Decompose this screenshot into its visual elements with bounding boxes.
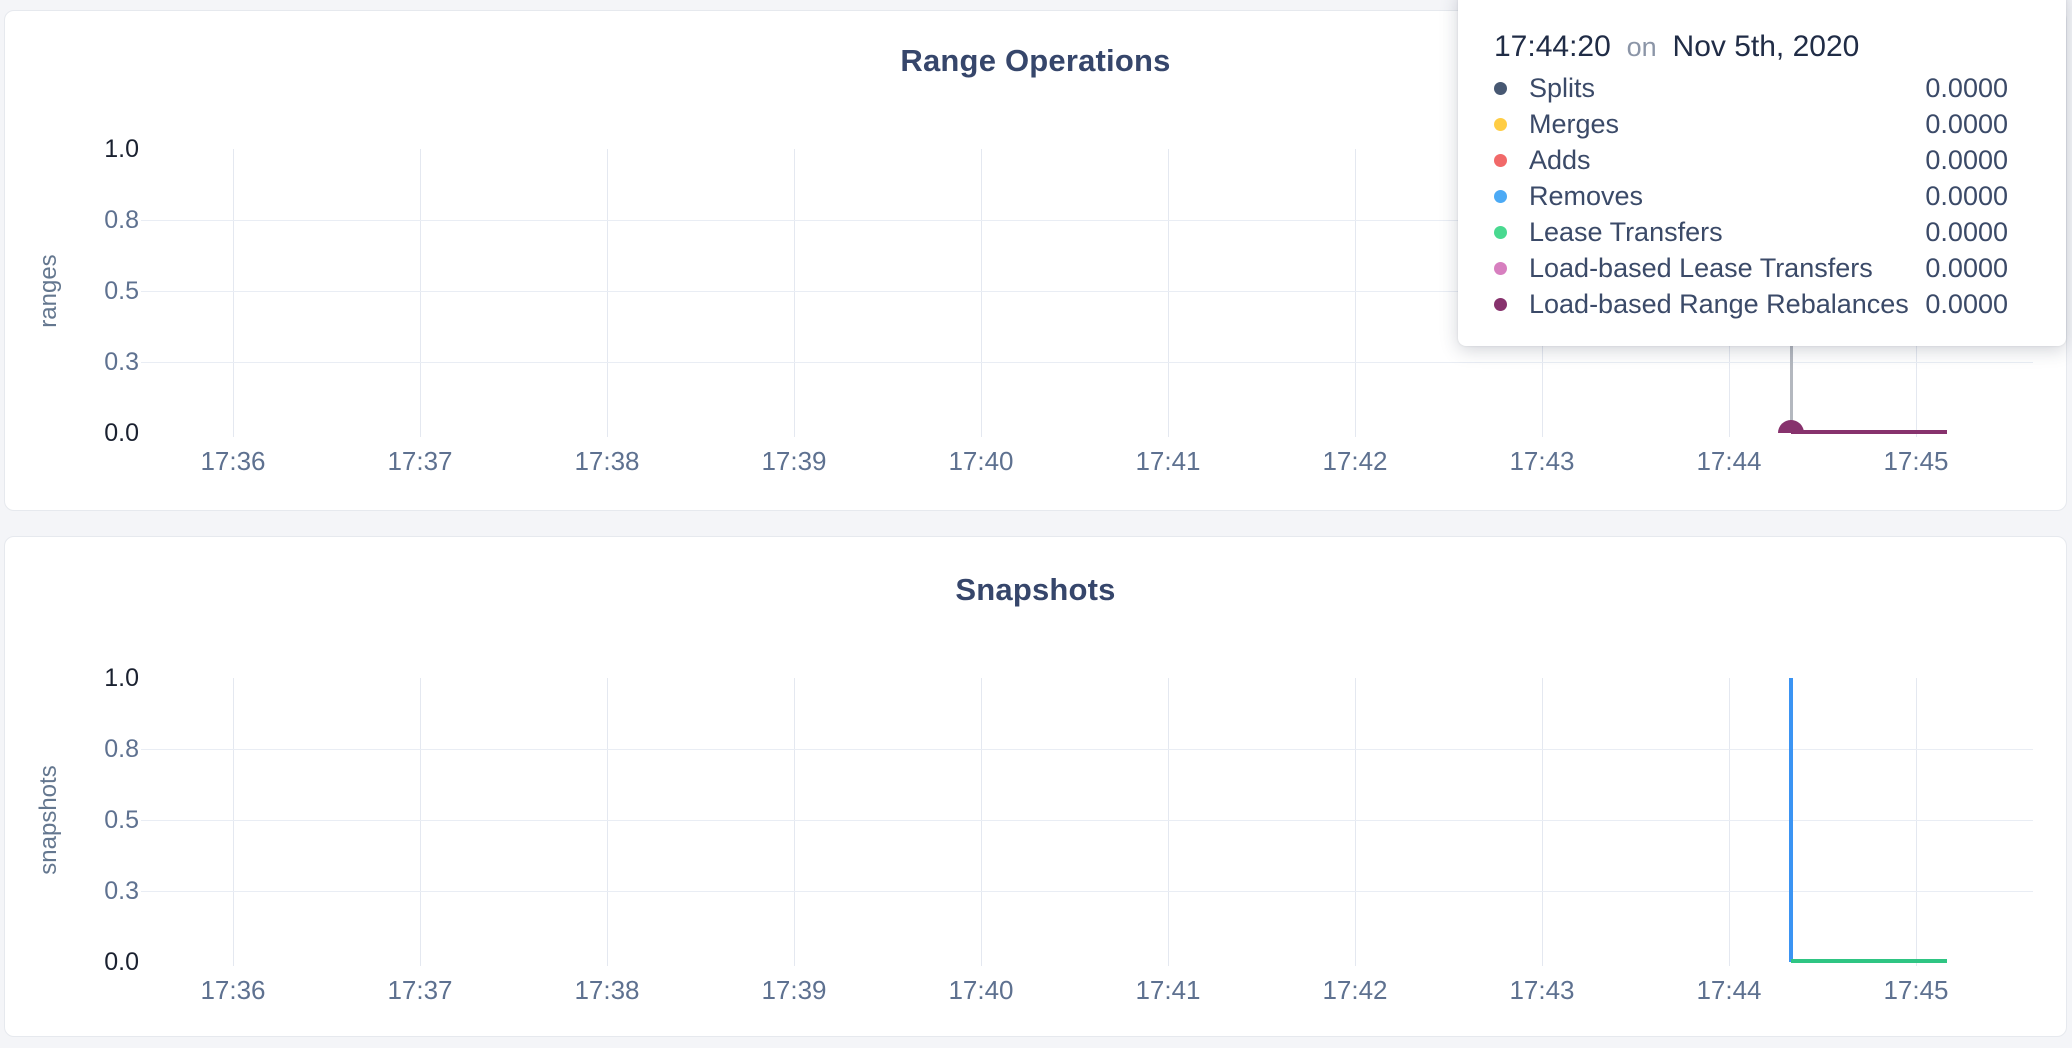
y-tick-label: 0.5 (104, 806, 139, 834)
series-line (1791, 959, 1948, 963)
y-tick-label: 0.3 (104, 877, 139, 905)
tooltip-series-value: 0.0000 (1925, 72, 2008, 103)
x-tick-label: 17:43 (1509, 446, 1575, 476)
tooltip-series-value: 0.0000 (1925, 252, 2008, 283)
x-tick-label: 17:39 (761, 975, 827, 1005)
series-line (1789, 678, 1794, 962)
series-color-dot-icon (1494, 189, 1507, 203)
x-tick-label: 17:36 (200, 446, 266, 476)
tooltip-time: 17:44:20 (1494, 30, 1611, 63)
x-tick-label: 17:41 (1135, 975, 1201, 1005)
series-color-dot-icon (1494, 117, 1507, 131)
tooltip-row: Splits 0.0000 (1494, 70, 2008, 106)
x-tick-label: 17:38 (574, 975, 640, 1005)
tooltip-legend-rows: Splits 0.0000 Merges 0.0000 Adds 0.0000 Remove… (1494, 70, 2008, 322)
series-color-dot-icon (1494, 261, 1507, 275)
x-tick-label: 17:38 (574, 446, 640, 476)
x-gridline (607, 678, 608, 966)
y-gridline (141, 362, 2033, 363)
x-gridline (1542, 678, 1543, 966)
y-tick-label: 0.0 (104, 948, 139, 976)
x-gridline (1168, 678, 1169, 966)
x-gridline (981, 149, 982, 437)
chart-panel-snapshots: Snapshots snapshots 17:36 17:37 17:38 17:39 17… (4, 536, 2067, 1037)
x-tick-label: 17:41 (1135, 446, 1201, 476)
y-gridline (141, 220, 2033, 221)
x-gridline (233, 678, 234, 966)
y-tick-label: 0.8 (104, 206, 139, 234)
tooltip-series-label: Merges (1529, 108, 1620, 139)
tooltip-series-value: 0.0000 (1925, 180, 2008, 211)
tooltip-series-value: 0.0000 (1925, 288, 2008, 319)
x-tick-label: 17:43 (1509, 975, 1575, 1005)
x-tick-label: 17:39 (761, 446, 827, 476)
y-gridline (141, 291, 2033, 292)
tooltip-series-value: 0.0000 (1925, 144, 2008, 175)
tooltip-row: Lease Transfers 0.0000 (1494, 214, 2008, 250)
tooltip-series-label: Adds (1529, 144, 1591, 175)
tooltip-row: Removes 0.0000 (1494, 178, 2008, 214)
x-gridline (1355, 678, 1356, 966)
chart-plot-area[interactable] (141, 678, 2033, 962)
y-gridline (141, 891, 2033, 892)
x-tick-label: 17:40 (948, 975, 1014, 1005)
y-gridline (141, 749, 2033, 750)
x-gridline (1355, 149, 1356, 437)
x-gridline (420, 678, 421, 966)
x-gridline (233, 149, 234, 437)
hover-point-marker (1778, 420, 1805, 433)
tooltip-row: Merges 0.0000 (1494, 106, 2008, 142)
x-tick-label: 17:36 (200, 975, 266, 1005)
x-tick-label: 17:40 (948, 446, 1014, 476)
x-tick-label: 17:44 (1696, 446, 1762, 476)
y-tick-label: 0.0 (104, 419, 139, 447)
y-tick-label: 0.8 (104, 735, 139, 763)
tooltip-timestamp: 17:44:20 on Nov 5th, 2020 (1494, 28, 2008, 66)
series-color-dot-icon (1494, 153, 1507, 167)
tooltip-date: Nov 5th, 2020 (1672, 30, 1860, 63)
y-gridline (141, 820, 2033, 821)
series-color-dot-icon (1494, 225, 1507, 239)
tooltip-series-label: Removes (1529, 180, 1644, 211)
tooltip-on-word: on (1626, 32, 1657, 62)
x-gridline (420, 149, 421, 437)
y-tick-label: 1.0 (104, 135, 139, 163)
x-tick-label: 17:44 (1696, 975, 1762, 1005)
series-color-dot-icon (1494, 297, 1507, 311)
x-gridline (794, 149, 795, 437)
x-gridline (1729, 678, 1730, 966)
series-color-dot-icon (1494, 81, 1507, 95)
y-tick-label: 0.3 (104, 348, 139, 376)
chart-title: Range Operations (900, 43, 1171, 78)
tooltip-series-label: Load-based Lease Transfers (1529, 252, 1873, 283)
tooltip-series-label: Lease Transfers (1529, 216, 1723, 247)
x-gridline (1168, 149, 1169, 437)
tooltip-series-value: 0.0000 (1925, 216, 2008, 247)
tooltip-row: Load-based Lease Transfers 0.0000 (1494, 250, 2008, 286)
x-gridline (794, 678, 795, 966)
x-gridline (607, 149, 608, 437)
x-tick-label: 17:45 (1883, 446, 1949, 476)
tooltip-series-value: 0.0000 (1925, 108, 2008, 139)
x-tick-label: 17:42 (1322, 975, 1388, 1005)
x-gridline (981, 678, 982, 966)
tooltip-row: Load-based Range Rebalances 0.0000 (1494, 286, 2008, 322)
tooltip-series-label: Splits (1529, 72, 1596, 103)
y-tick-label: 0.5 (104, 277, 139, 305)
x-tick-label: 17:37 (387, 975, 453, 1005)
chart-hover-tooltip: 17:44:20 on Nov 5th, 2020 Splits 0.0000 Me… (1458, 0, 2066, 346)
tooltip-series-label: Load-based Range Rebalances (1529, 288, 1909, 319)
x-tick-label: 17:37 (387, 446, 453, 476)
x-gridline (1916, 678, 1917, 966)
x-tick-label: 17:42 (1322, 446, 1388, 476)
chart-title: Snapshots (955, 572, 1116, 607)
y-tick-label: 1.0 (104, 664, 139, 692)
tooltip-row: Adds 0.0000 (1494, 142, 2008, 178)
series-line (1791, 430, 1948, 434)
x-tick-label: 17:45 (1883, 975, 1949, 1005)
